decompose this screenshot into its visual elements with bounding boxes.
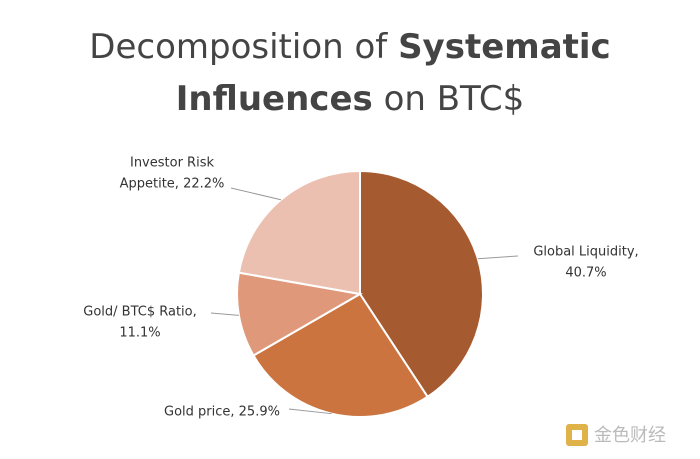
data-label: Appetite, 22.2% (120, 177, 225, 192)
title-part: Decomposition of (89, 27, 398, 67)
data-label: Investor Risk (130, 156, 214, 171)
title-part: on BTC$ (373, 79, 524, 119)
data-label: Global Liquidity, (533, 245, 638, 260)
chart-title: Influences on BTC$ (176, 79, 524, 119)
title-part: Influences (176, 79, 373, 119)
data-label: Gold/ BTC$ Ratio, (83, 305, 197, 320)
leader-line (477, 255, 519, 260)
watermark: 金色财经 (594, 425, 666, 446)
data-label: Gold price, 25.9% (164, 405, 280, 420)
pie-slice (236, 271, 363, 357)
pie-slice (252, 292, 429, 418)
chart-title: Decomposition of Systematic (89, 27, 610, 67)
data-label: 11.1% (119, 326, 160, 341)
title-part: Systematic (398, 27, 611, 67)
leader-line (230, 187, 282, 201)
leader-line (288, 408, 332, 415)
data-label: 40.7% (565, 266, 606, 281)
watermark-logo (566, 424, 588, 446)
pie-slice (237, 169, 361, 296)
leader-line (210, 312, 239, 316)
